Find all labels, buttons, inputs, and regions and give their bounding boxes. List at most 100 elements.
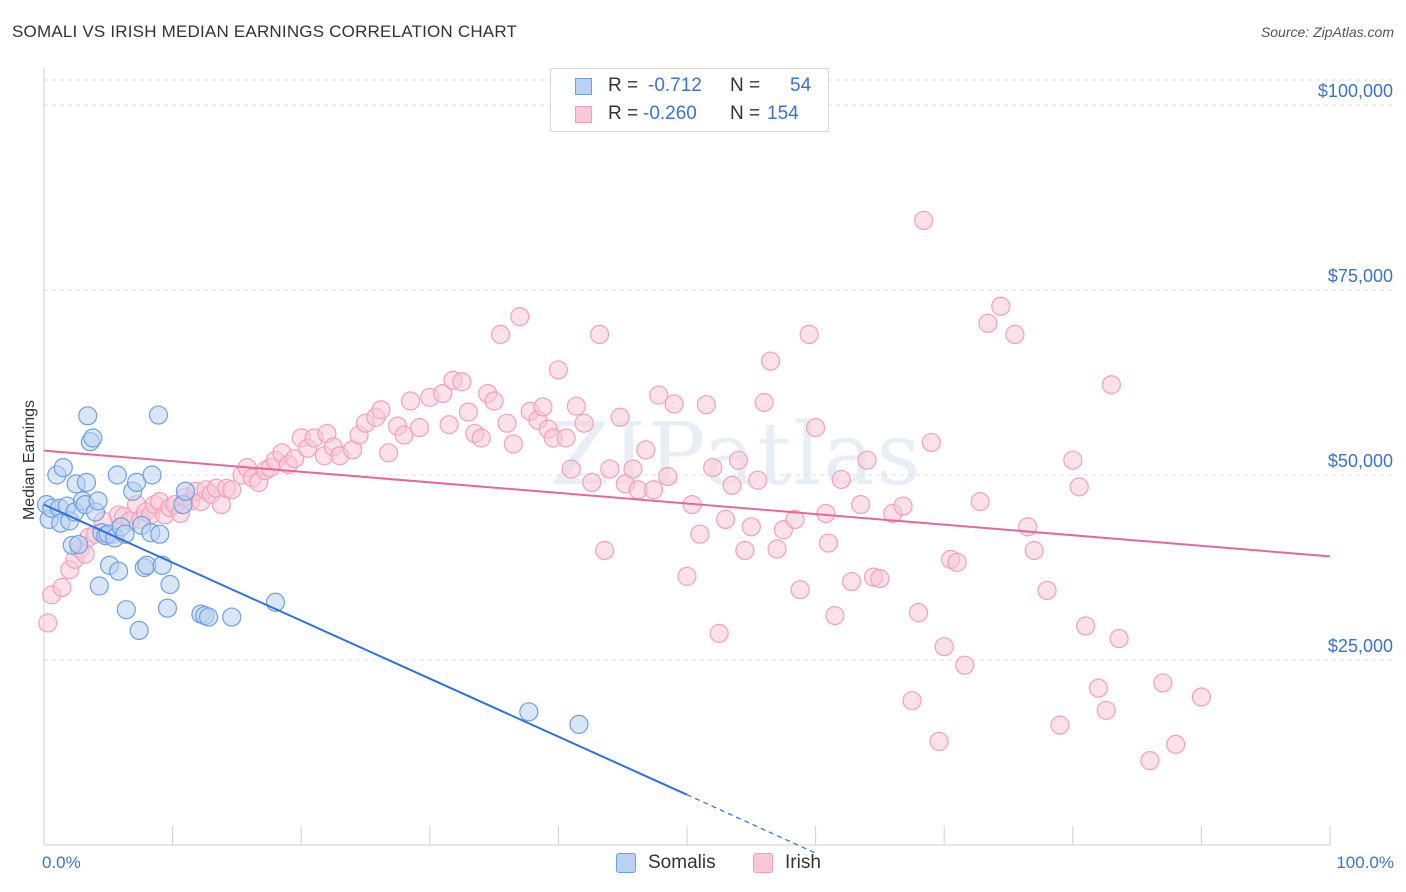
somali-point — [175, 481, 196, 501]
irish-point — [1096, 700, 1116, 720]
irish-point — [929, 731, 949, 752]
n-value: 154 — [767, 103, 799, 124]
somalis-trend-line — [43, 503, 688, 796]
somali-series — [36, 405, 589, 734]
irish-point — [690, 524, 710, 544]
somali-point — [148, 405, 169, 425]
y-tick-label: $50,000 — [1328, 451, 1393, 471]
irish-point — [458, 402, 478, 422]
irish-point — [1018, 517, 1038, 537]
irish-point — [1024, 540, 1044, 561]
x-ticks — [43, 826, 1331, 845]
irish-point — [728, 450, 749, 470]
irish-point — [1005, 324, 1025, 344]
irish-point — [409, 418, 430, 438]
irish-point — [799, 324, 819, 344]
somali-point — [519, 702, 539, 722]
irish-point — [1109, 628, 1129, 649]
irish-point — [703, 458, 723, 478]
irish-point — [1166, 734, 1186, 754]
irish-point — [222, 480, 242, 500]
irish-point — [566, 396, 587, 416]
irish-point — [970, 492, 990, 512]
y-tick-label: $25,000 — [1328, 636, 1393, 656]
irish-point — [561, 459, 581, 479]
r-value: -0.260 — [643, 103, 697, 124]
irish-point — [589, 324, 610, 344]
irish-point — [934, 637, 954, 657]
irish-point — [484, 391, 504, 411]
irish-point — [400, 391, 421, 411]
irish-point — [715, 509, 736, 530]
somali-point — [129, 620, 149, 641]
y-tick-label: $100,000 — [1318, 81, 1393, 101]
irish-point — [1050, 715, 1070, 735]
irish-point — [510, 307, 530, 327]
somali-point — [157, 598, 178, 618]
irish-point — [1076, 616, 1096, 636]
irish-series — [38, 210, 1212, 771]
irish-legend-swatch — [753, 853, 773, 873]
irish-point — [658, 466, 678, 487]
y-tick-labels: $25,000 $50,000 $75,000 $100,000 — [1318, 81, 1393, 656]
irish-point — [433, 384, 453, 404]
irish-point — [790, 580, 810, 600]
somalis-trend-extension — [686, 794, 816, 854]
irish-point — [955, 655, 975, 675]
x-tick-label-max: 100.0% — [1336, 853, 1394, 872]
irish-point — [379, 443, 399, 463]
irish-point — [548, 360, 569, 380]
somali-point — [199, 607, 219, 627]
irish-point — [1101, 375, 1121, 395]
irish-point — [371, 400, 391, 420]
irish-point — [556, 428, 576, 448]
irish-point — [394, 425, 414, 445]
y-axis-label: Median Earnings — [21, 400, 38, 520]
somali-point — [222, 607, 242, 627]
irish-point — [767, 539, 787, 559]
irish-point — [1069, 477, 1089, 497]
somali-point — [150, 524, 170, 544]
irish-point — [649, 385, 669, 405]
irish-point — [52, 577, 72, 598]
irish-point — [991, 296, 1011, 316]
irish-point — [623, 459, 643, 479]
irish-point — [947, 552, 967, 572]
correlation-legend: R = -0.712 N = 54 R = -0.260 N = 154 — [550, 68, 829, 132]
somali-point — [76, 472, 97, 492]
somali-point — [160, 574, 180, 595]
irish-point — [600, 459, 620, 479]
irish-point — [921, 432, 941, 453]
irish-point — [471, 428, 491, 448]
irish-point — [870, 568, 890, 589]
irish-point — [574, 413, 594, 433]
irish-point — [908, 603, 929, 623]
irish-point — [893, 496, 913, 516]
irish-point — [696, 395, 716, 415]
irish-point — [748, 470, 768, 490]
irish-point — [851, 495, 871, 515]
irish-point — [610, 407, 630, 427]
irish-swatch — [575, 106, 592, 123]
irish-point — [785, 509, 805, 530]
r-value: -0.712 — [648, 75, 702, 96]
somali-point — [116, 600, 136, 620]
irish-point — [741, 517, 761, 537]
irish-point — [439, 415, 459, 435]
irish-point — [636, 440, 656, 460]
irish-point — [490, 324, 511, 344]
irish-point — [709, 623, 729, 643]
irish-point — [595, 540, 615, 561]
somali-point — [69, 534, 89, 555]
n-value: 54 — [790, 75, 812, 96]
irish-point — [1140, 751, 1160, 771]
irish-point — [857, 450, 877, 470]
irish-point — [497, 413, 517, 433]
somali-point — [569, 714, 589, 734]
somali-point — [53, 458, 73, 478]
irish-point — [1191, 687, 1212, 707]
irish-point — [805, 418, 826, 438]
irish-point — [825, 605, 845, 626]
irish-point — [582, 472, 602, 492]
